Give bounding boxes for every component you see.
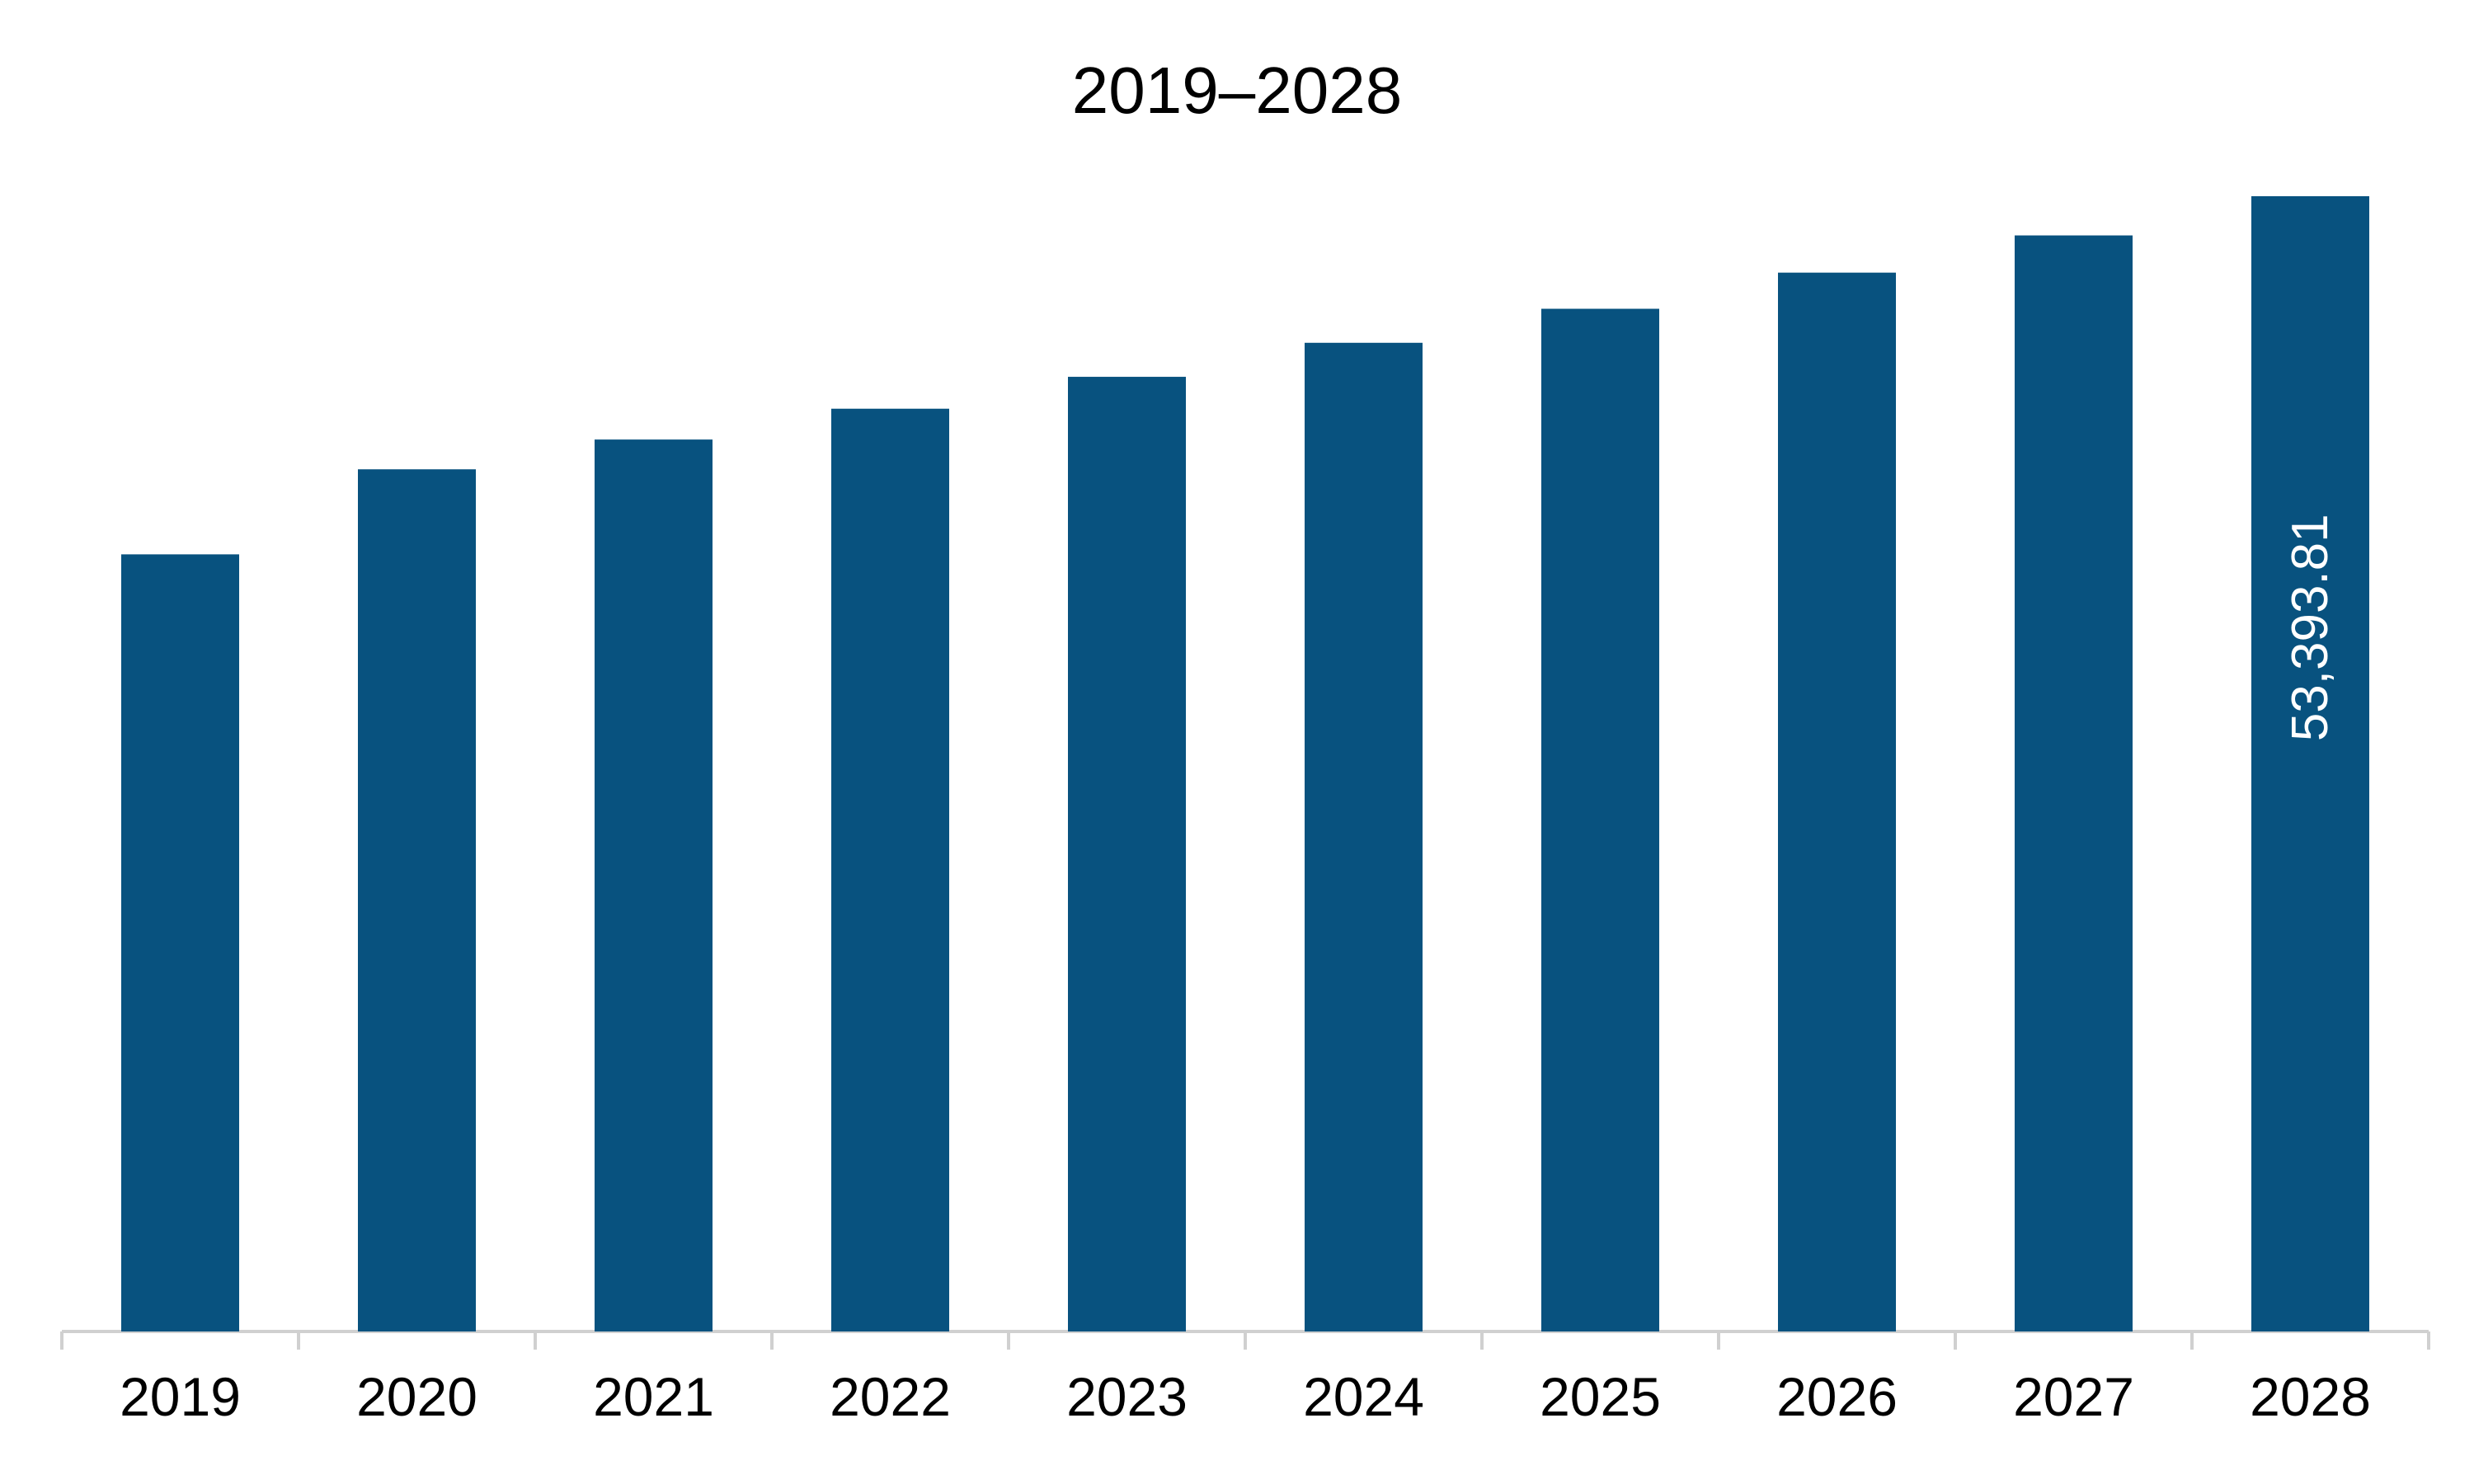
- bar-2024: [1305, 342, 1423, 1331]
- bar-2019: [121, 554, 239, 1331]
- chart-title: 2019–2028: [1071, 54, 1403, 127]
- bar-2023: [1068, 377, 1186, 1332]
- x-tick-label-2019: 2019: [120, 1366, 241, 1427]
- bar-2020: [358, 469, 476, 1331]
- bar-2027: [2015, 235, 2133, 1331]
- bar-2022: [831, 408, 949, 1332]
- x-tick-label-2026: 2026: [1776, 1366, 1898, 1427]
- x-tick-label-2025: 2025: [1540, 1366, 1661, 1427]
- x-tick-label-2027: 2027: [2013, 1366, 2134, 1427]
- bar-2028: [2251, 196, 2369, 1331]
- bar-2021: [595, 439, 713, 1332]
- bar-2025: [1541, 308, 1659, 1331]
- data-label-2028: 53,393.81: [2282, 514, 2339, 741]
- x-tick-label-2028: 2028: [2250, 1366, 2371, 1427]
- x-tick-label-2024: 2024: [1303, 1366, 1424, 1427]
- x-tick-label-2023: 2023: [1066, 1366, 1188, 1427]
- x-tick-label-2022: 2022: [830, 1366, 951, 1427]
- bar-2026: [1778, 272, 1896, 1331]
- x-tick-label-2021: 2021: [593, 1366, 714, 1427]
- x-tick-label-2020: 2020: [356, 1366, 477, 1427]
